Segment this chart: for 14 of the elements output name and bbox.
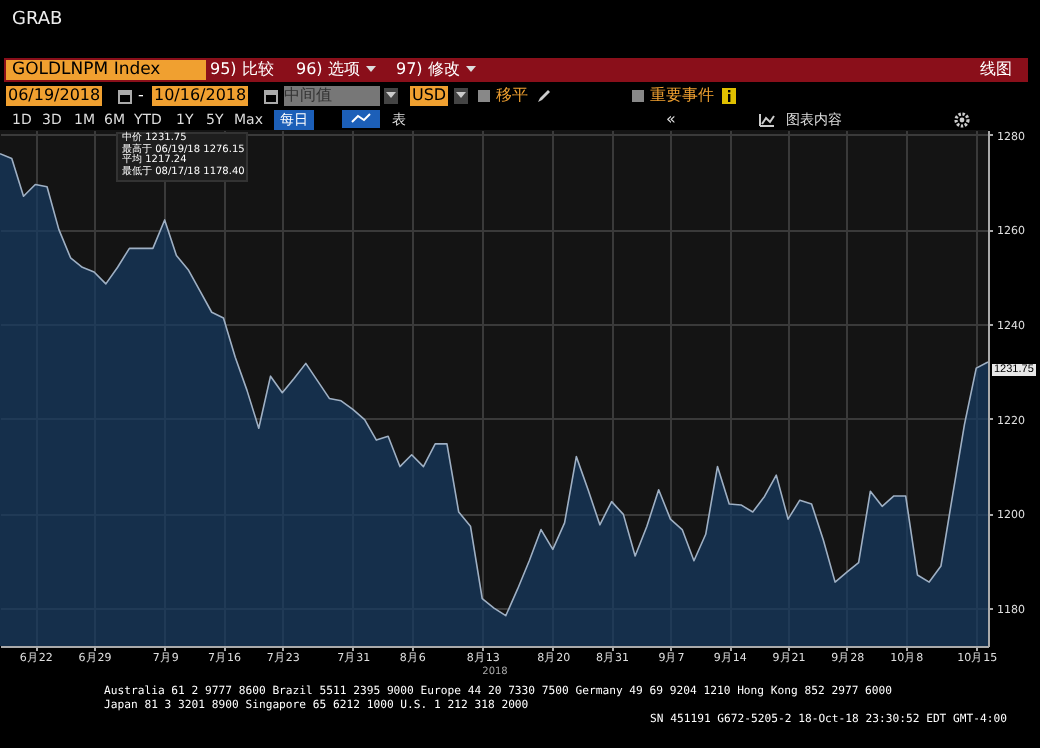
text: - (138, 86, 144, 106)
text: 线图 (980, 60, 1012, 80)
text: USD (410, 86, 449, 106)
text: 10/16/2018 (152, 86, 249, 106)
text: 95) 比较 (210, 60, 274, 80)
text: 移平 (496, 86, 528, 106)
text: 06/19/2018 (6, 86, 103, 106)
text: 中间值 (284, 86, 380, 106)
text: 96) 选项 (296, 60, 360, 80)
chart-title: GOLDLNPM Index (6, 60, 206, 80)
text: 97) 修改 (396, 60, 460, 80)
text: « (666, 110, 676, 130)
text: 重要事件 (650, 86, 714, 106)
text: GRAB (12, 10, 63, 30)
